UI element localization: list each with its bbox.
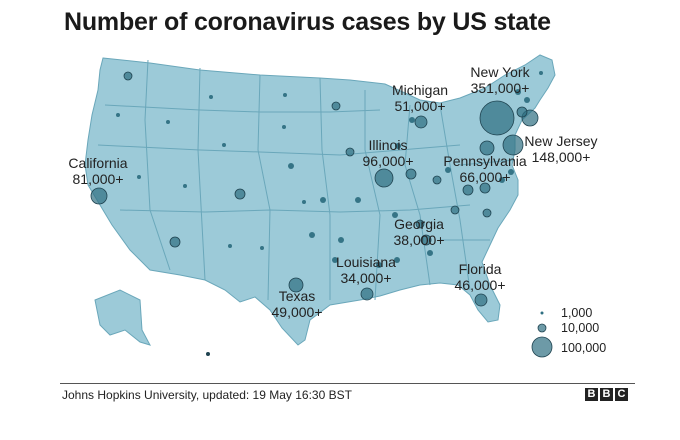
case-bubble bbox=[524, 97, 530, 103]
case-bubble bbox=[394, 257, 400, 263]
case-bubble bbox=[228, 244, 232, 248]
case-bubble bbox=[508, 169, 514, 175]
legend-label-10000: 10,000 bbox=[561, 321, 599, 335]
case-bubble bbox=[183, 184, 187, 188]
state-name-label: New York bbox=[470, 64, 530, 80]
case-bubble bbox=[355, 197, 361, 203]
case-bubble bbox=[309, 232, 315, 238]
bbc-logo: B B C bbox=[585, 388, 628, 401]
state-case-count-label: 34,000+ bbox=[341, 270, 392, 286]
case-bubble bbox=[395, 143, 401, 149]
hawaii-dot bbox=[206, 352, 210, 356]
case-bubble bbox=[479, 100, 515, 136]
case-bubble bbox=[90, 187, 108, 205]
bbc-logo-letter: C bbox=[615, 388, 628, 401]
case-bubble bbox=[479, 140, 495, 156]
case-bubble bbox=[376, 262, 382, 268]
legend-label-1000: 1,000 bbox=[561, 306, 592, 320]
case-bubble bbox=[462, 184, 474, 196]
case-bubble bbox=[502, 134, 524, 156]
case-bubble bbox=[414, 115, 428, 129]
case-bubble bbox=[539, 71, 543, 75]
state-case-count-label: 38,000+ bbox=[394, 232, 445, 248]
page-title: Number of coronavirus cases by US state bbox=[64, 8, 551, 36]
state-case-count-label: 66,000+ bbox=[460, 169, 511, 185]
case-bubble bbox=[432, 175, 442, 185]
alaska-land bbox=[94, 289, 152, 346]
state-name-label: Michigan bbox=[392, 82, 448, 98]
state-case-count-label: 148,000+ bbox=[532, 149, 591, 165]
legend-label-100000: 100,000 bbox=[561, 341, 606, 355]
case-bubble bbox=[479, 182, 491, 194]
state-case-count-label: 51,000+ bbox=[395, 98, 446, 114]
case-bubble bbox=[137, 175, 141, 179]
bbc-logo-letter: B bbox=[600, 388, 613, 401]
legend-medium-bubble bbox=[537, 323, 547, 333]
legend: 1,000 10,000 100,000 bbox=[531, 306, 606, 358]
legend-large-bubble bbox=[531, 336, 553, 358]
case-bubble bbox=[392, 212, 398, 218]
state-case-count-label: 81,000+ bbox=[73, 171, 124, 187]
case-bubble bbox=[209, 95, 213, 99]
footer-divider bbox=[60, 383, 635, 384]
state-name-label: Florida bbox=[459, 261, 502, 277]
case-bubble bbox=[123, 71, 133, 81]
case-bubble bbox=[409, 117, 415, 123]
state-name-label: California bbox=[68, 155, 127, 171]
state-name-label: Georgia bbox=[394, 216, 444, 232]
case-bubble bbox=[360, 287, 374, 301]
case-bubble bbox=[516, 106, 528, 118]
state-name-label: Pennsylvania bbox=[443, 153, 526, 169]
legend-small-bubble bbox=[540, 311, 544, 315]
state-name-label: Texas bbox=[279, 288, 316, 304]
case-bubble bbox=[499, 177, 505, 183]
case-bubble bbox=[283, 93, 287, 97]
case-bubble bbox=[166, 120, 170, 124]
case-bubble bbox=[320, 197, 326, 203]
case-bubble bbox=[338, 237, 344, 243]
case-bubble bbox=[288, 277, 304, 293]
case-bubble bbox=[450, 205, 460, 215]
state-borders bbox=[97, 59, 516, 301]
case-bubble bbox=[332, 257, 338, 263]
case-bubble bbox=[345, 147, 355, 157]
source-note: Johns Hopkins University, updated: 19 Ma… bbox=[62, 388, 352, 402]
case-bubble bbox=[288, 163, 294, 169]
case-bubble bbox=[415, 219, 425, 229]
state-name-label: Illinois bbox=[369, 137, 408, 153]
state-case-count-label: 351,000+ bbox=[471, 80, 530, 96]
bbc-logo-letter: B bbox=[585, 388, 598, 401]
state-case-count-label: 49,000+ bbox=[272, 304, 323, 320]
case-bubble bbox=[374, 168, 394, 188]
case-bubble bbox=[222, 143, 226, 147]
case-bubble bbox=[260, 246, 264, 250]
case-bubble bbox=[515, 89, 521, 95]
state-name-label: New Jersey bbox=[524, 133, 597, 149]
case-bubble bbox=[331, 101, 341, 111]
case-bubble bbox=[420, 234, 432, 246]
case-bubble bbox=[302, 200, 306, 204]
case-bubble bbox=[282, 125, 286, 129]
case-bubble bbox=[234, 188, 246, 200]
case-bubble bbox=[405, 168, 417, 180]
case-bubble bbox=[116, 113, 120, 117]
state-name-label: Louisiana bbox=[336, 254, 396, 270]
case-bubbles bbox=[90, 71, 543, 307]
case-bubble bbox=[427, 250, 433, 256]
state-case-count-label: 96,000+ bbox=[363, 153, 414, 169]
case-bubble bbox=[474, 293, 488, 307]
case-bubble bbox=[445, 167, 451, 173]
state-case-count-label: 46,000+ bbox=[455, 277, 506, 293]
case-bubble bbox=[482, 208, 492, 218]
case-bubble bbox=[169, 236, 181, 248]
